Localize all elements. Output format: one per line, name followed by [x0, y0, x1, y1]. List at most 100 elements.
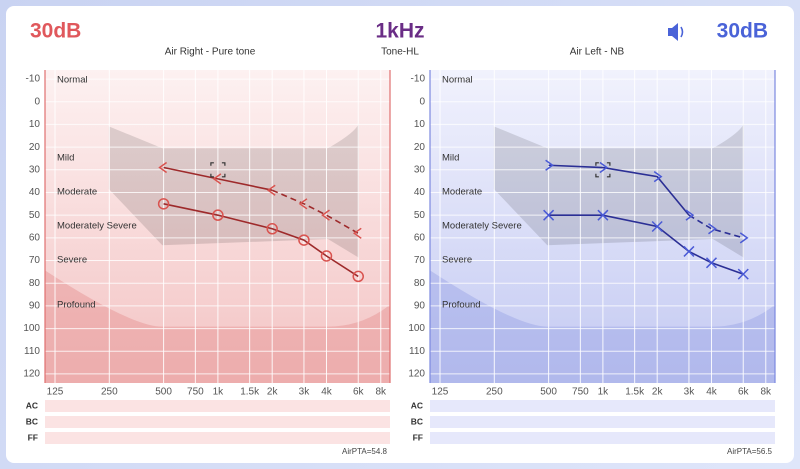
- row-label: AC: [411, 400, 423, 410]
- row-label: FF: [28, 432, 38, 442]
- x-tick-label: 750: [187, 387, 204, 398]
- marker: [321, 209, 330, 221]
- frequency: 1kHz: [375, 20, 424, 43]
- row-bar: [45, 400, 390, 412]
- y-tick-label: 30: [29, 164, 41, 175]
- x-tick-label: 4k: [321, 387, 333, 398]
- y-tick-label: 100: [408, 323, 425, 334]
- x-tick-label: 6k: [353, 387, 365, 398]
- x-tick-label: 500: [540, 387, 557, 398]
- speech-banana: [493, 123, 744, 258]
- marker: [651, 220, 663, 233]
- chart-title: Air Right - Pure tone: [165, 47, 256, 58]
- marker: [739, 232, 749, 244]
- marker: [212, 173, 222, 185]
- y-tick-label: 20: [29, 142, 41, 153]
- x-tick-label: 3k: [299, 387, 311, 398]
- chart-title: Air Left - NB: [570, 47, 625, 58]
- region-label: Normal: [57, 75, 88, 86]
- cursor: [210, 162, 226, 178]
- marker: [320, 250, 333, 262]
- marker: [298, 198, 308, 210]
- x-tick-label: 2k: [652, 387, 664, 398]
- speaker-wave: [680, 26, 684, 38]
- region-label: Mild: [57, 153, 74, 164]
- speaker-body: [668, 23, 678, 41]
- y-tick-label: 40: [414, 187, 426, 198]
- region-label: Severe: [57, 255, 87, 266]
- x-tick-label: 3k: [684, 387, 696, 398]
- y-tick-label: 50: [29, 210, 41, 221]
- y-tick-label: 10: [29, 119, 41, 130]
- y-tick-label: 100: [23, 323, 40, 334]
- series-line: [548, 164, 690, 216]
- marker: [352, 270, 364, 283]
- speaker-icon[interactable]: [668, 23, 684, 41]
- marker: [599, 161, 609, 174]
- row-label: FF: [413, 432, 423, 442]
- row-label: BC: [411, 416, 423, 426]
- row-bar: [45, 432, 390, 444]
- region-label: Normal: [442, 75, 473, 86]
- x-tick-label: 8k: [375, 387, 387, 398]
- footer: AirPTA=56.5: [727, 447, 773, 456]
- x-tick-label: 1k: [598, 387, 610, 398]
- x-tick-label: 1.5k: [240, 387, 260, 398]
- series-line: [548, 214, 744, 275]
- region-label: Profound: [442, 300, 481, 311]
- row-label: AC: [26, 400, 38, 410]
- y-tick-label: 0: [34, 96, 40, 107]
- marker: [298, 234, 310, 246]
- marker: [685, 209, 695, 221]
- right-ear-level: 30dB: [30, 20, 81, 43]
- marker: [653, 170, 663, 183]
- x-tick-label: 125: [432, 387, 449, 398]
- marker: [545, 159, 554, 171]
- region-label: Moderately Severe: [57, 221, 137, 232]
- speech-banana: [108, 123, 359, 258]
- y-tick-label: 60: [414, 232, 426, 243]
- y-tick-label: 20: [414, 142, 426, 153]
- x-tick-label: 8k: [760, 387, 772, 398]
- row-bar: [430, 432, 775, 444]
- x-tick-label: 250: [101, 387, 118, 398]
- y-tick-label: 120: [408, 369, 425, 380]
- x-tick-label: 6k: [738, 387, 750, 398]
- region-label: Profound: [57, 300, 96, 311]
- footer: AirPTA=54.8: [342, 447, 388, 456]
- y-tick-label: 80: [414, 278, 426, 289]
- mode: Tone-HL: [381, 47, 419, 58]
- row-bar: [430, 400, 775, 412]
- x-tick-label: 750: [572, 387, 589, 398]
- series-line: [163, 166, 273, 191]
- region-label: Moderately Severe: [442, 221, 522, 232]
- region-label: Moderate: [57, 187, 97, 198]
- y-tick-label: 30: [414, 164, 426, 175]
- marker: [683, 245, 695, 257]
- marker: [266, 184, 276, 196]
- marker: [708, 223, 717, 235]
- y-tick-label: 70: [414, 255, 426, 266]
- y-tick-label: -10: [26, 74, 41, 85]
- y-tick-label: -10: [411, 74, 426, 85]
- x-tick-label: 250: [486, 387, 503, 398]
- x-tick-label: 1.5k: [625, 387, 645, 398]
- y-tick-label: 70: [29, 255, 41, 266]
- marker: [157, 198, 170, 210]
- x-tick-label: 500: [155, 387, 172, 398]
- row-label: BC: [26, 416, 38, 426]
- left-ear-level: 30dB: [717, 20, 768, 43]
- marker: [158, 161, 168, 174]
- marker: [352, 227, 362, 239]
- y-tick-label: 50: [414, 210, 426, 221]
- series-line: [163, 203, 359, 278]
- marker: [543, 209, 555, 221]
- y-tick-label: 10: [414, 119, 426, 130]
- y-tick-label: 60: [29, 232, 41, 243]
- x-tick-label: 125: [47, 387, 64, 398]
- y-tick-label: 0: [419, 96, 425, 107]
- y-tick-label: 90: [414, 301, 426, 312]
- y-tick-label: 120: [23, 369, 40, 380]
